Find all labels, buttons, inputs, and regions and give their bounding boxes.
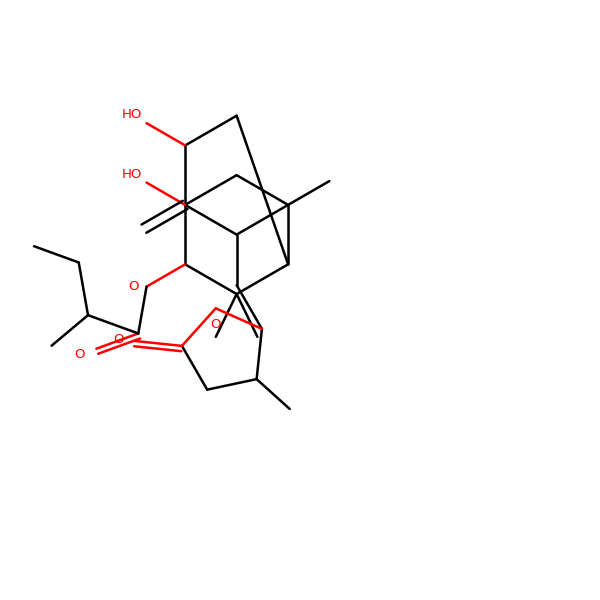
Text: HO: HO xyxy=(122,168,142,181)
Text: O: O xyxy=(128,280,139,293)
Text: HO: HO xyxy=(122,109,142,121)
Text: O: O xyxy=(74,349,85,361)
Text: O: O xyxy=(211,319,221,331)
Text: O: O xyxy=(113,332,124,346)
